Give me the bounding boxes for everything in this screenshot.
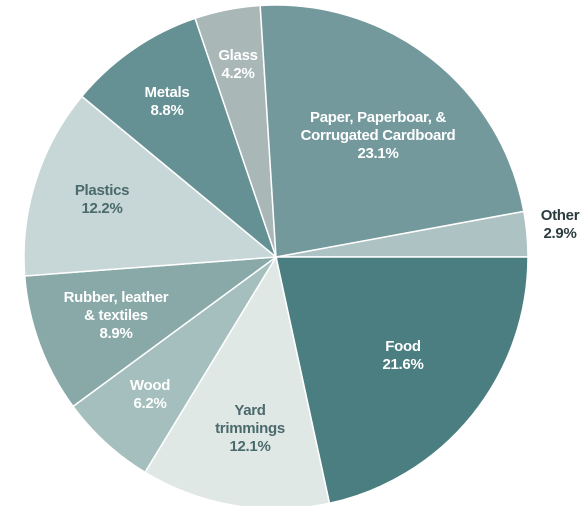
slice-label-food: Food 21.6% [382,338,423,373]
slice-name-yard-trimmings: Yard [234,402,265,419]
slice-value-wood: 6.2% [134,395,167,412]
slice-name-paper-paperboar-corrugated-cardboard: Paper, Paperboar, & [310,109,446,126]
slice-value-plastics: 12.2% [81,200,122,217]
slice-name-food: Food [385,338,421,355]
pie-slices [23,4,529,506]
slice-name-metals: Metals [145,84,190,101]
slice-name-plastics: Plastics [75,182,129,199]
slice-value-paper-paperboar-corrugated-cardboard: 23.1% [357,145,398,162]
slice-label-metals: Metals 8.8% [145,84,190,119]
pie-slice-rubber-leather-textiles [23,256,279,408]
slice-value-glass: 4.2% [222,65,255,82]
pie-labels: Other 2.9% Food 21.6% Yard trimmings 12.1% Wood… [64,47,580,455]
pie-slice-metals [80,17,278,260]
slice-value-metals: 8.8% [151,102,184,119]
slice-name-rubber-leather-textiles: & textiles [84,307,148,324]
slice-name-rubber-leather-textiles: Rubber, leather [64,289,169,306]
slice-label-plastics: Plastics 12.2% [75,182,129,217]
slice-name-paper-paperboar-corrugated-cardboard: Corrugated Cardboard [301,127,456,144]
slice-value-other: 2.9% [544,225,577,242]
slice-label-glass: Glass 4.2% [218,47,257,82]
slice-label-other: Other 2.9% [541,207,580,242]
slice-name-glass: Glass [218,47,257,64]
pie-slice-plastics [23,95,278,277]
slice-label-yard-trimmings: Yard trimmings 12.1% [215,402,285,455]
pie-slice-food [275,256,529,505]
slice-value-rubber-leather-textiles: 8.9% [100,325,133,342]
slice-name-other: Other [541,207,580,224]
slice-label-paper-paperboar-corrugated-cardboard: Paper, Paperboar, & Corrugated Cardboard 2… [301,109,456,162]
slice-label-rubber-leather-textiles: Rubber, leather & textiles 8.9% [64,289,169,342]
slice-label-wood: Wood 6.2% [130,377,170,412]
slice-name-yard-trimmings: trimmings [215,420,285,437]
slice-value-food: 21.6% [382,356,423,373]
slice-value-yard-trimmings: 12.1% [229,438,270,455]
slice-name-wood: Wood [130,377,170,394]
pie-slice-paper-paperboar-corrugated-cardboard [259,4,525,258]
